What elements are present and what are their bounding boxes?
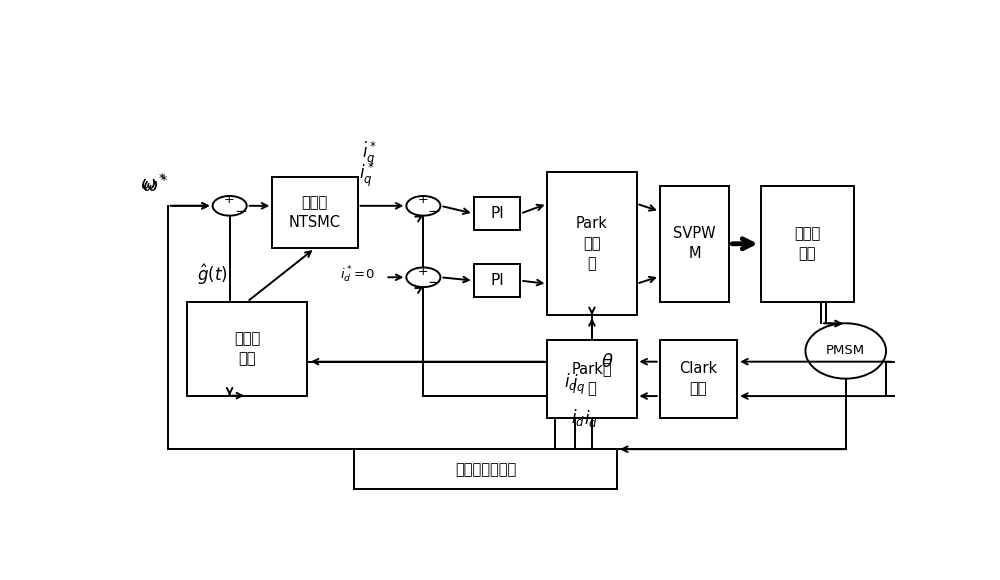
- FancyBboxPatch shape: [660, 340, 737, 418]
- Text: PI: PI: [490, 273, 504, 288]
- Text: Park
逆变
换: Park 逆变 换: [576, 216, 608, 271]
- Text: $\dot{\imath}_q^*$: $\dot{\imath}_q^*$: [362, 140, 376, 168]
- Text: SVPW
M: SVPW M: [673, 226, 716, 261]
- FancyBboxPatch shape: [272, 177, 358, 248]
- Text: −: −: [234, 204, 247, 219]
- Text: Clark
变换: Clark 变换: [679, 361, 718, 396]
- Text: $\hat{g}(t)$: $\hat{g}(t)$: [197, 263, 228, 287]
- Circle shape: [406, 196, 440, 216]
- Text: 位置和速度检测: 位置和速度检测: [455, 462, 516, 477]
- FancyBboxPatch shape: [761, 186, 854, 302]
- Text: $\omega^*$: $\omega^*$: [142, 176, 168, 196]
- Circle shape: [406, 267, 440, 287]
- Text: $i_d^*\!=\!0$: $i_d^*\!=\!0$: [340, 265, 375, 285]
- FancyBboxPatch shape: [354, 449, 617, 490]
- Text: PMSM: PMSM: [826, 345, 865, 357]
- Text: $i_q$: $i_q$: [572, 373, 585, 397]
- Text: −: −: [428, 275, 441, 290]
- Text: PI: PI: [490, 206, 504, 221]
- Text: +: +: [417, 193, 428, 206]
- Text: 三相逆
变器: 三相逆 变器: [794, 226, 820, 261]
- Text: −: −: [428, 204, 441, 219]
- Text: $\theta$: $\theta$: [601, 353, 614, 371]
- Circle shape: [213, 196, 247, 216]
- Ellipse shape: [805, 323, 886, 379]
- Text: $i_d$: $i_d$: [571, 407, 585, 428]
- Text: $i_q$: $i_q$: [564, 372, 578, 396]
- Text: +: +: [417, 264, 428, 277]
- FancyBboxPatch shape: [660, 186, 729, 302]
- Text: 自适应
NTSMC: 自适应 NTSMC: [289, 195, 341, 230]
- FancyBboxPatch shape: [547, 172, 637, 316]
- Text: +: +: [224, 193, 234, 206]
- Text: $i_d$: $i_d$: [584, 408, 598, 429]
- Text: $i_q^*$: $i_q^*$: [359, 161, 375, 189]
- Text: $\omega^*$: $\omega^*$: [140, 173, 167, 194]
- Text: Park变
换: Park变 换: [572, 361, 612, 396]
- Text: 干扰观
测器: 干扰观 测器: [234, 331, 260, 366]
- FancyBboxPatch shape: [474, 197, 520, 230]
- FancyBboxPatch shape: [474, 264, 520, 298]
- FancyBboxPatch shape: [547, 340, 637, 418]
- FancyBboxPatch shape: [187, 302, 307, 396]
